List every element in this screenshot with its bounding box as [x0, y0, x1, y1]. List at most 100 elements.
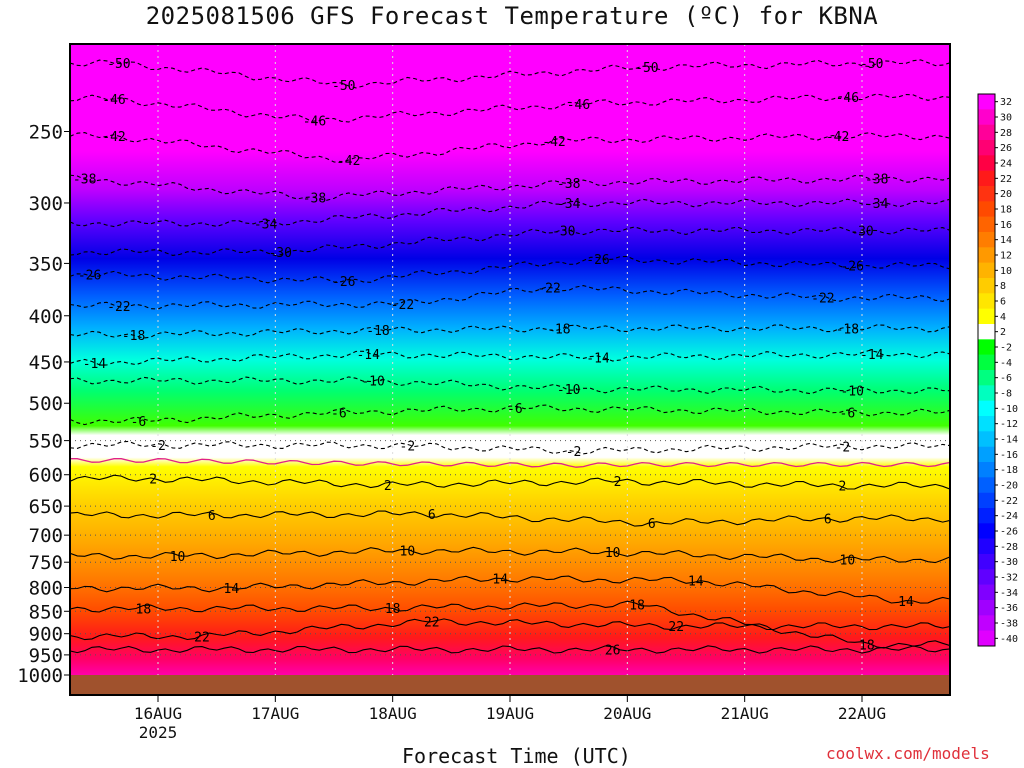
freezing-line	[70, 458, 950, 468]
contour-label: 2	[614, 475, 622, 490]
y-tick-label: 500	[29, 393, 63, 415]
contour-label: -18	[122, 329, 145, 344]
colorbar-swatch	[978, 201, 995, 217]
contour-label: -14	[83, 357, 107, 372]
x-tick-label: 22AUG	[838, 704, 886, 723]
contour-line	[70, 546, 950, 564]
contour-label: -14	[860, 348, 884, 363]
colorbar-swatch	[978, 140, 995, 156]
contour-label: 6	[428, 508, 436, 523]
contour-line	[70, 198, 950, 228]
contour-label: -2	[566, 445, 582, 460]
contour-label: 18	[136, 603, 152, 618]
y-axis: 2503003504004505005506006507007508008509…	[17, 121, 70, 687]
colorbar-label: -22	[1000, 496, 1018, 507]
contour-label: 10	[400, 545, 416, 560]
contour-label: -2	[400, 440, 416, 455]
contour-line	[70, 575, 950, 604]
colorbar-label: -28	[1000, 542, 1018, 553]
contour-label: -22	[391, 298, 414, 313]
contour-label: -46	[836, 91, 859, 106]
colorbar-swatch	[978, 186, 995, 202]
contour-label: -34	[254, 217, 278, 232]
colorbar-swatch	[978, 278, 995, 294]
colorbar-label: -2	[1000, 343, 1012, 354]
contour-label: 10	[840, 554, 856, 569]
colorbar-label: 26	[1000, 143, 1012, 154]
contour-label: 22	[668, 620, 684, 635]
contour-label: 10	[170, 550, 186, 565]
colorbar-label: -40	[1000, 634, 1018, 645]
x-tick-label: 17AUG	[251, 704, 299, 723]
contour-line	[70, 474, 950, 490]
colorbar-swatch	[978, 124, 995, 141]
credit-link[interactable]: coolwx.com/models	[826, 744, 990, 763]
colorbar-label: -6	[1000, 373, 1012, 384]
y-tick-label: 750	[29, 552, 63, 574]
colorbar-swatch	[978, 293, 995, 309]
contour-label: -22	[537, 281, 560, 296]
contour-label: -26	[332, 275, 355, 290]
contour-label: -2	[835, 440, 851, 455]
colorbar-swatch	[978, 339, 995, 355]
colorbar-swatch	[978, 400, 995, 417]
contour-label: -10	[557, 383, 580, 398]
colorbar-label: -24	[1000, 511, 1018, 522]
colorbar-swatch	[978, 416, 995, 432]
colorbar-swatch	[978, 462, 995, 478]
contour-line	[70, 324, 950, 339]
contour-label: -42	[102, 130, 125, 145]
contour-label: -22	[107, 300, 130, 315]
contour-label: 2	[839, 480, 847, 495]
contour-label: 22	[194, 630, 210, 645]
colorbar-swatch	[978, 630, 995, 647]
contour-line	[70, 59, 950, 89]
colorbar-label: 16	[1000, 220, 1012, 231]
contour-label: -10	[361, 375, 384, 390]
contour-label: -30	[850, 225, 873, 240]
colorbar-label: 18	[1000, 205, 1012, 216]
contour-label: -50	[332, 79, 355, 94]
contour-line	[70, 349, 950, 366]
x-axis-label: Forecast Time (UTC)	[402, 744, 631, 768]
plot-area: -50 -50 -50 -50 -46 -46 -46 -46 -42 -42 -42 -42 -38 -…	[69, 43, 951, 696]
contour-label: 14	[492, 573, 508, 588]
contour-line	[70, 510, 950, 527]
contour-line	[70, 285, 950, 310]
contour-label: -18	[836, 322, 859, 337]
contour-label: 18	[859, 638, 875, 653]
contour-label: -46	[567, 98, 590, 113]
contour-label: -50	[860, 57, 883, 72]
contour-label: -46	[102, 93, 125, 108]
contour-line	[70, 440, 950, 455]
colorbar-label: -26	[1000, 527, 1018, 538]
contour-labels: -50 -50 -50 -50 -46 -46 -46 -46 -42 -42 -42 -42 -38 -…	[73, 57, 914, 658]
contour-label: -18	[366, 324, 389, 339]
contour-label: -34	[557, 197, 581, 212]
colorbar-swatch	[978, 446, 995, 463]
x-tick-label: 16AUG	[134, 704, 182, 723]
contour-label: -26	[78, 268, 101, 283]
colorbar-label: 22	[1000, 174, 1012, 185]
colorbar-swatch	[978, 324, 995, 340]
colorbar-label: -32	[1000, 573, 1018, 584]
contour-label: 6	[824, 513, 832, 528]
contour-line	[70, 600, 950, 649]
x-tick-label: 19AUG	[486, 704, 534, 723]
contour-label: 14	[898, 595, 914, 610]
colorbar-swatch	[978, 262, 995, 279]
contour-line	[70, 376, 950, 395]
colorbar-label: 20	[1000, 189, 1012, 200]
colorbar-swatch	[978, 477, 995, 493]
contour-label: -18	[547, 322, 570, 337]
contour-label: -26	[586, 253, 609, 268]
contour-line	[70, 93, 950, 123]
contour-label: -38	[73, 173, 96, 188]
colorbar-swatch	[978, 431, 995, 447]
colorbar-label: -12	[1000, 419, 1018, 430]
contour-label: 26	[605, 643, 621, 658]
colorbar-label: -34	[1000, 588, 1018, 599]
ground-bar	[70, 675, 950, 695]
